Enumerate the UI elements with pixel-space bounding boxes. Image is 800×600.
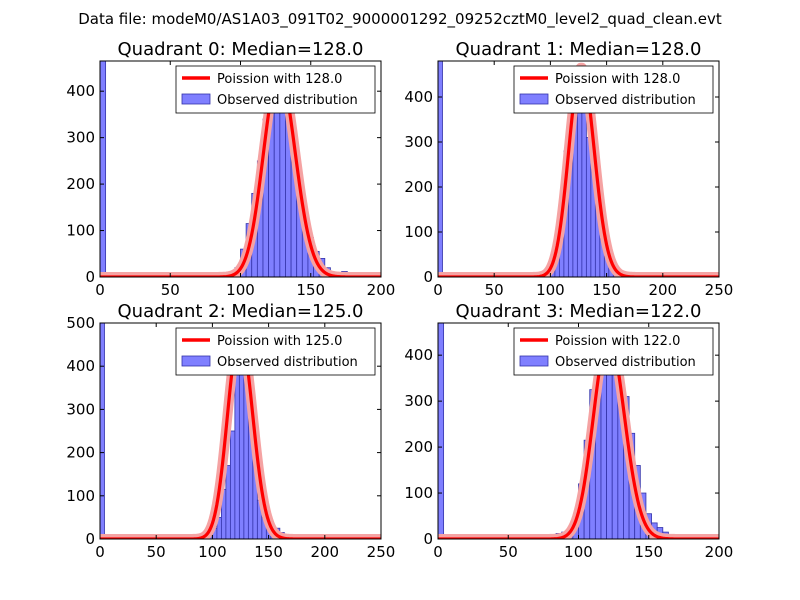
x-tick-label: 200 (367, 281, 396, 299)
x-tick-label: 200 (310, 543, 339, 561)
y-tick-label: 200 (404, 178, 433, 196)
chart-title: Quadrant 3: Median=122.0 (456, 301, 702, 322)
legend-line-label: Poission with 125.0 (217, 334, 342, 349)
poisson-curve (100, 71, 381, 277)
legend-frame (513, 327, 714, 376)
y-tick-label: 100 (404, 223, 433, 241)
legend-patch-label: Observed distribution (555, 355, 696, 370)
y-tick-label: 300 (66, 129, 95, 147)
y-tick-label: 100 (66, 222, 95, 240)
legend-frame (175, 327, 376, 376)
histogram-bars (100, 61, 354, 277)
y-tick-label: 200 (66, 444, 95, 462)
poisson-curve-group (100, 67, 381, 277)
legend-line-label: Poission with 122.0 (555, 334, 680, 349)
y-tick-label: 200 (404, 438, 433, 456)
x-tick-label: 0 (95, 281, 105, 299)
legend: Poission with 128.0 Observed distribution (513, 65, 714, 114)
x-tick-label: 50 (161, 281, 180, 299)
legend-patch-label: Observed distribution (555, 93, 696, 108)
legend: Poission with 128.0 Observed distribution (175, 65, 376, 114)
x-tick-label: 100 (564, 543, 593, 561)
legend-frame (175, 65, 376, 114)
chart-panel-3: 0 50 100 150 200 0 100 200 300 400 Quadrant 3: Med… (404, 301, 733, 561)
legend: Poission with 125.0 Observed distribution (175, 327, 376, 376)
x-tick-label: 0 (433, 543, 443, 561)
plot-frame (437, 60, 720, 278)
y-tick-label: 400 (404, 346, 433, 364)
legend-line-label: Poission with 128.0 (555, 72, 680, 87)
y-tick-label: 500 (66, 314, 95, 332)
y-tick-label: 100 (404, 484, 433, 502)
x-tick-label: 250 (367, 543, 396, 561)
y-tick-label: 0 (85, 268, 95, 286)
x-tick-label: 50 (147, 543, 166, 561)
y-tick-label: 400 (66, 357, 95, 375)
y-tick-label: 400 (404, 88, 433, 106)
x-tick-label: 150 (634, 543, 663, 561)
histogram-bar (234, 365, 240, 539)
y-tick-label: 0 (85, 530, 95, 548)
histogram-bar (100, 323, 105, 539)
plot-frame (99, 322, 382, 540)
histogram-bar (438, 61, 443, 277)
y-tick-label: 200 (66, 175, 95, 193)
y-tick-label: 0 (423, 268, 433, 286)
y-tick-label: 300 (404, 392, 433, 410)
legend-patch-label: Observed distribution (217, 93, 358, 108)
y-tick-label: 100 (66, 487, 95, 505)
x-tick-label: 0 (433, 281, 443, 299)
x-tick-label: 150 (592, 281, 621, 299)
y-tick-label: 400 (66, 82, 95, 100)
legend-patch-swatch (519, 355, 549, 367)
chart-panel-0: 0 50 100 150 200 0 100 200 300 400 Quadrant 0: Med… (66, 39, 395, 299)
legend: Poission with 122.0 Observed distribution (513, 327, 714, 376)
legend-frame (513, 65, 714, 114)
x-tick-label: 50 (499, 543, 518, 561)
chart-title: Quadrant 2: Median=125.0 (118, 301, 364, 322)
y-tick-label: 300 (66, 400, 95, 418)
x-tick-label: 100 (536, 281, 565, 299)
y-tick-label: 0 (423, 530, 433, 548)
legend-patch-swatch (181, 355, 211, 367)
legend-patch-label: Observed distribution (217, 355, 358, 370)
histogram-bar (279, 95, 286, 277)
x-tick-label: 100 (198, 543, 227, 561)
histogram-bar (225, 465, 231, 539)
x-tick-label: 150 (254, 543, 283, 561)
histogram-bar (100, 61, 107, 277)
histogram-bar (229, 430, 236, 539)
chart-panel-2: 0 50 100 150 200 250 0 100 200 300 400 500 Quadrant … (66, 301, 395, 561)
x-tick-label: 200 (705, 543, 734, 561)
legend-line-label: Poission with 128.0 (217, 72, 342, 87)
legend-patch-swatch (519, 93, 549, 105)
histogram-bar (581, 101, 587, 277)
x-tick-label: 150 (296, 281, 325, 299)
x-tick-label: 250 (705, 281, 734, 299)
x-tick-label: 100 (226, 281, 255, 299)
chart-title: Quadrant 1: Median=128.0 (456, 39, 702, 60)
figure-suptitle: Data file: modeM0/AS1A03_091T02_90000012… (78, 10, 722, 29)
y-tick-label: 300 (404, 133, 433, 151)
x-tick-label: 200 (648, 281, 677, 299)
histogram-bar (438, 323, 445, 539)
x-tick-label: 0 (95, 543, 105, 561)
chart-title: Quadrant 0: Median=128.0 (118, 39, 364, 60)
chart-panel-1: 0 50 100 150 200 250 0 100 200 300 400 Quadrant 1: … (404, 39, 733, 299)
x-tick-label: 50 (485, 281, 504, 299)
legend-patch-swatch (181, 93, 211, 105)
